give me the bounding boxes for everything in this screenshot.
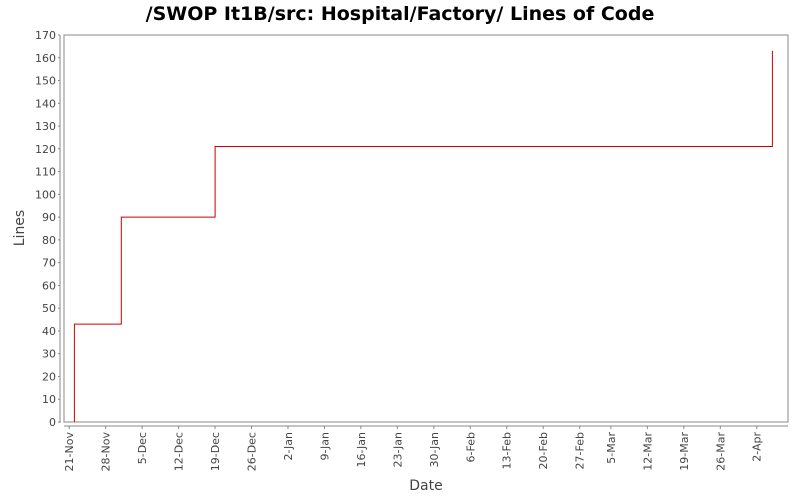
x-tick-label: 23-Jan xyxy=(391,432,404,468)
x-axis: 21-Nov 28-Nov 5-Dec 12-Dec 19-Dec 26-Dec 2-Jan… xyxy=(63,425,788,472)
y-axis: 0 10 20 30 40 50 60 70 80 90 100 110 120 130 140 150 160… xyxy=(35,29,61,429)
x-tick-label: 21-Nov xyxy=(63,432,76,472)
x-tick-label: 16-Jan xyxy=(355,432,368,468)
y-tick-label: 50 xyxy=(42,302,56,315)
y-tick-label: 20 xyxy=(42,370,56,383)
x-tick-label: 30-Jan xyxy=(428,432,441,468)
y-tick-label: 70 xyxy=(42,257,56,270)
x-tick-label: 26-Dec xyxy=(246,432,259,471)
y-tick-label: 130 xyxy=(35,120,56,133)
x-tick-label: 19-Dec xyxy=(209,432,222,471)
y-tick-label: 160 xyxy=(35,52,56,65)
chart-title: /SWOP It1B/src: Hospital/Factory/ Lines … xyxy=(146,3,655,25)
y-tick-label: 90 xyxy=(42,211,56,224)
x-tick-label: 12-Dec xyxy=(173,432,186,471)
x-tick-label: 27-Feb xyxy=(574,432,587,469)
x-tick-label: 9-Jan xyxy=(318,432,331,461)
x-tick-label: 12-Mar xyxy=(641,432,654,471)
x-tick-label: 13-Feb xyxy=(501,432,514,469)
x-tick-label: 5-Mar xyxy=(605,432,618,464)
x-tick-label: 2-Apr xyxy=(751,432,764,462)
y-tick-label: 170 xyxy=(35,29,56,42)
y-tick-label: 0 xyxy=(49,416,56,429)
y-tick-label: 10 xyxy=(42,393,56,406)
y-tick-label: 30 xyxy=(42,348,56,361)
x-tick-label: 2-Jan xyxy=(282,432,295,461)
y-tick-label: 150 xyxy=(35,75,56,88)
x-tick-label: 6-Feb xyxy=(464,432,477,462)
plot-area xyxy=(63,34,789,423)
y-tick-label: 140 xyxy=(35,97,56,110)
series-layer xyxy=(73,50,773,422)
x-tick-label: 20-Feb xyxy=(537,432,550,469)
x-tick-label: 28-Nov xyxy=(100,432,113,472)
x-axis-label: Date xyxy=(409,478,442,494)
x-tick-label: 19-Mar xyxy=(678,432,691,471)
y-tick-label: 80 xyxy=(42,234,56,247)
y-tick-label: 110 xyxy=(35,166,56,179)
series-line xyxy=(73,50,773,422)
x-tick-label: 26-Mar xyxy=(714,432,727,471)
y-tick-label: 100 xyxy=(35,188,56,201)
y-tick-label: 40 xyxy=(42,325,56,338)
y-axis-label: Lines xyxy=(12,210,28,246)
y-tick-label: 120 xyxy=(35,143,56,156)
x-tick-label: 5-Dec xyxy=(136,432,149,464)
y-tick-label: 60 xyxy=(42,279,56,292)
